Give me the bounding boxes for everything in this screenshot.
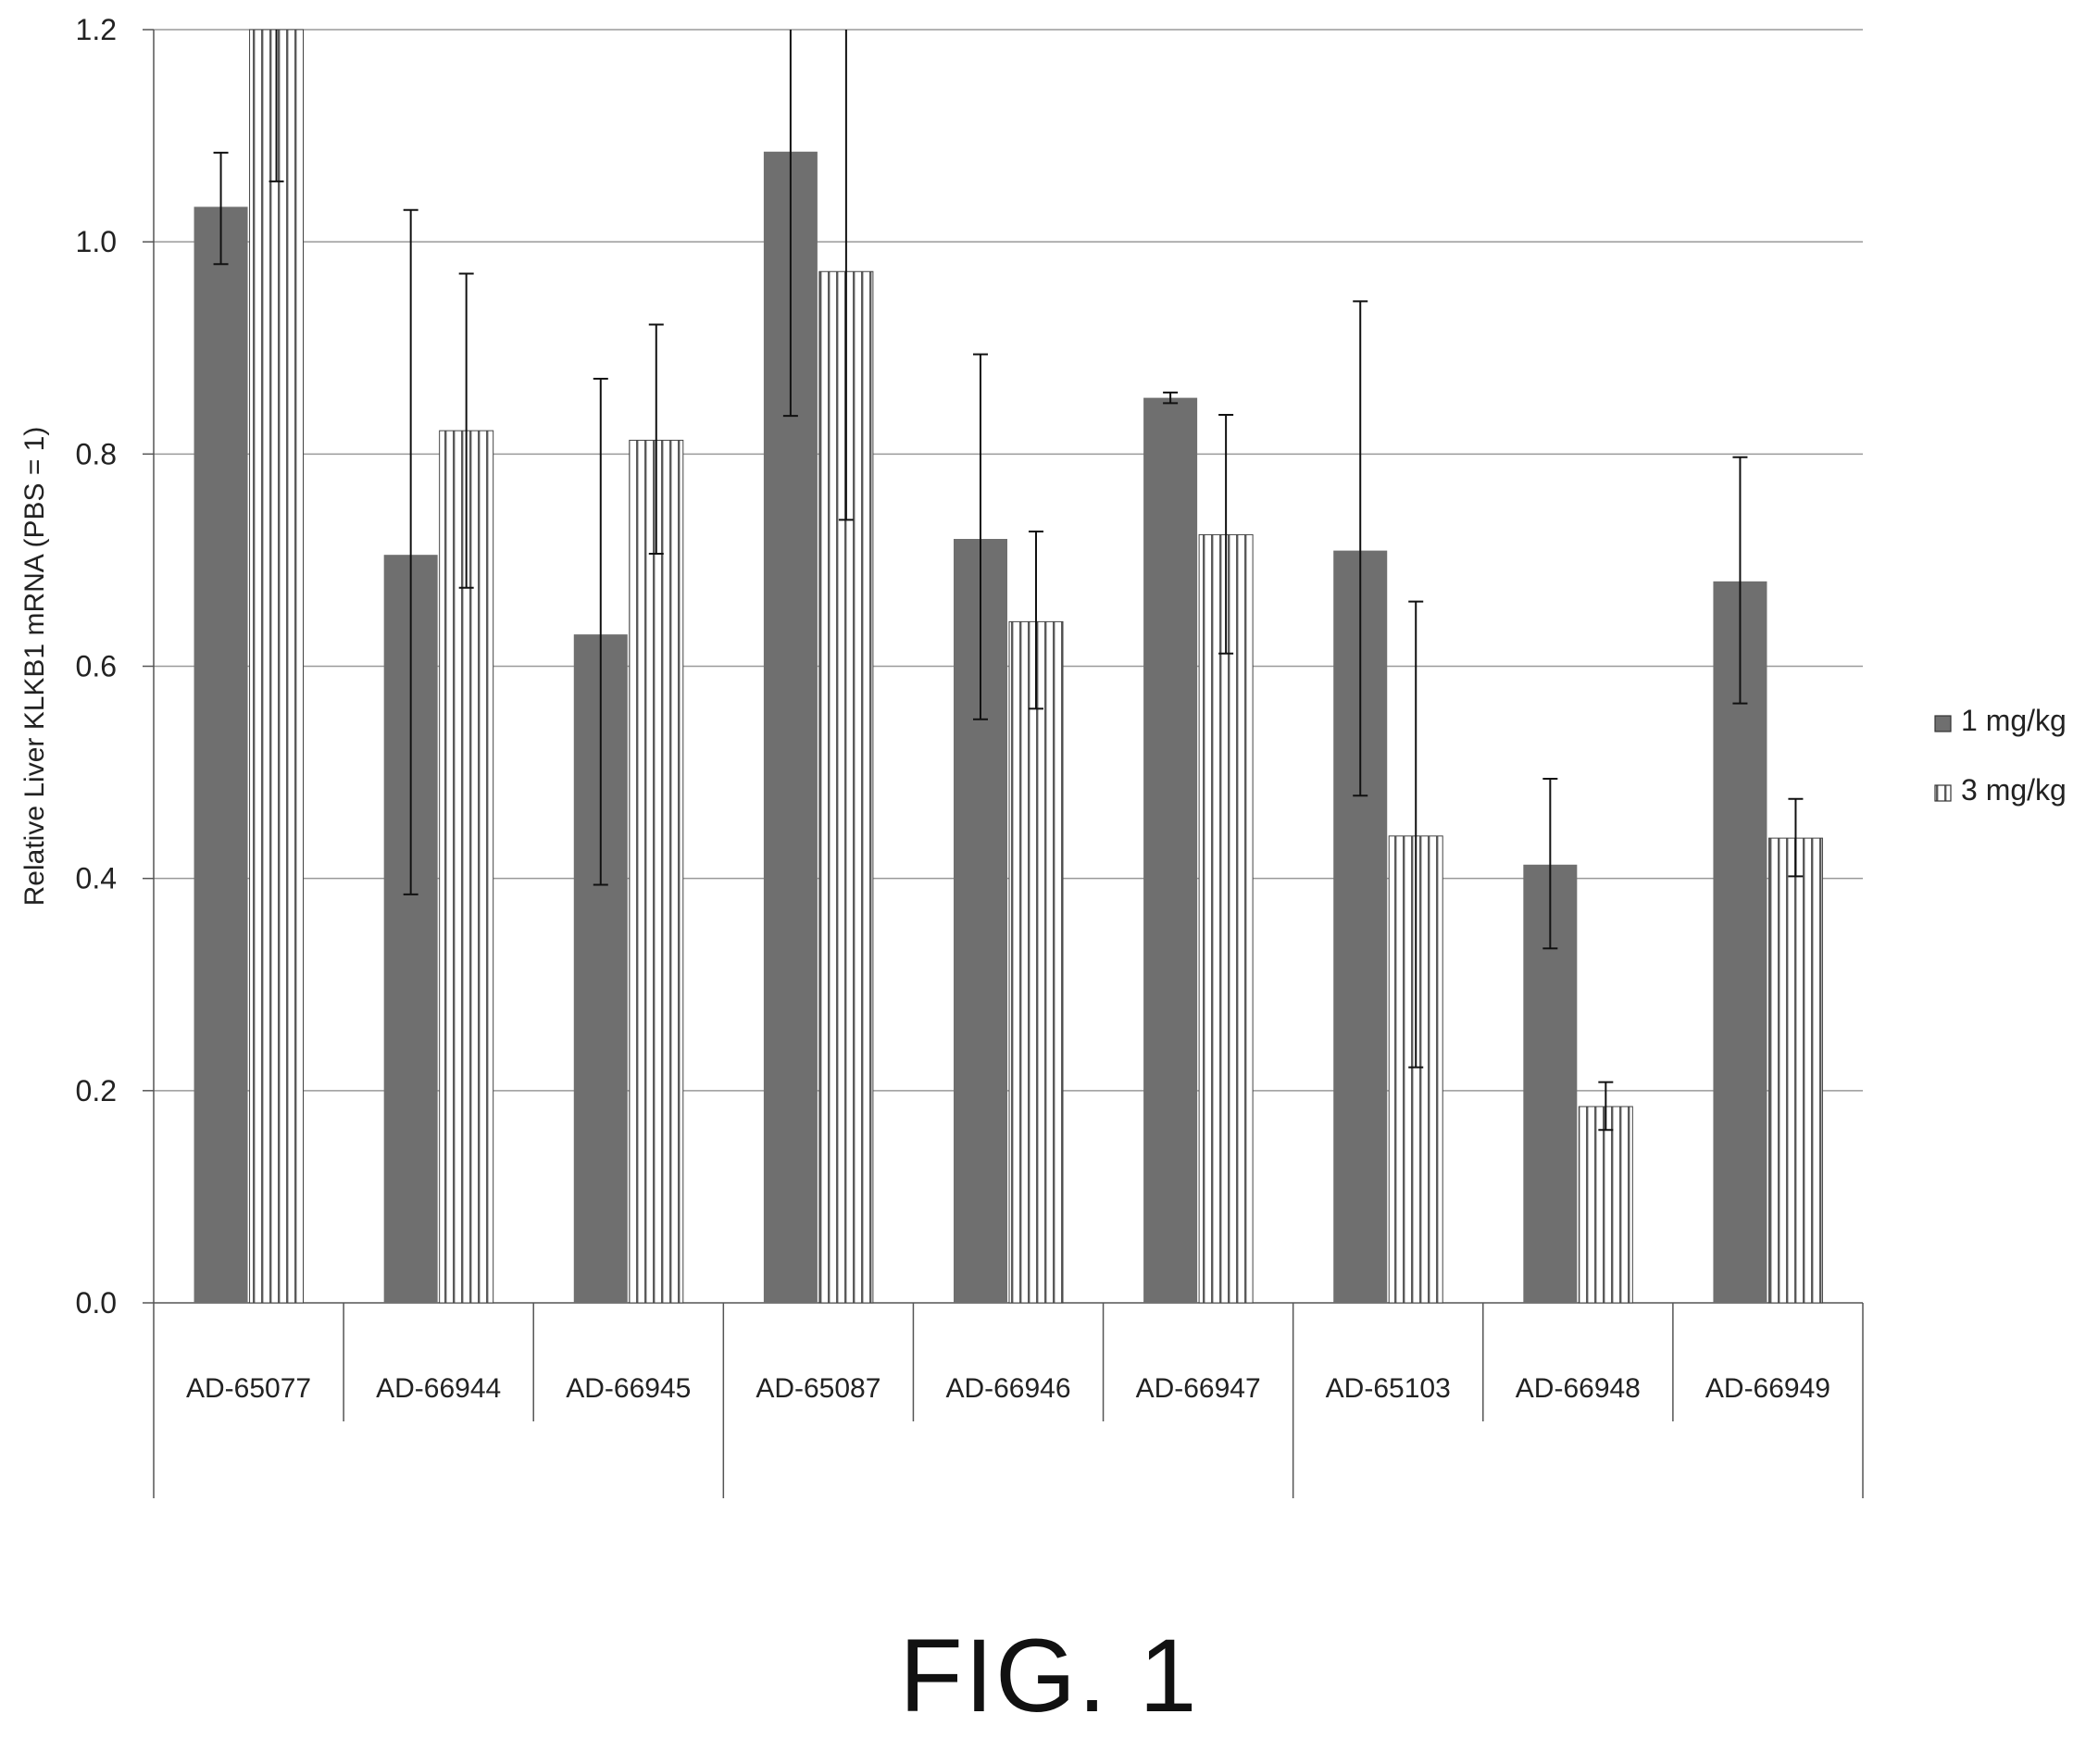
x-tick-label: AD-65103	[1326, 1373, 1451, 1404]
x-tick-label: AD-66949	[1705, 1373, 1830, 1404]
y-tick-label: 1.0	[76, 225, 117, 258]
x-tick-label: AD-65077	[186, 1373, 311, 1404]
bar-series2	[1578, 1106, 1633, 1304]
error-bars	[213, 30, 1804, 1132]
y-tick-label: 0.8	[76, 437, 117, 470]
bar-series1	[1143, 397, 1198, 1304]
bar-series2	[1198, 533, 1254, 1304]
axes	[143, 29, 1864, 1498]
figure-caption: FIG. 1	[899, 1618, 1199, 1733]
bar-series2	[249, 29, 305, 1304]
bar-series2	[629, 439, 684, 1304]
x-tick-label: AD-65087	[756, 1373, 880, 1404]
y-tick-label: 1.2	[76, 13, 117, 46]
x-tick-label: AD-66945	[566, 1373, 691, 1404]
x-tick-label: AD-66947	[1136, 1373, 1261, 1404]
y-tick-label: 0.4	[76, 862, 117, 895]
x-tick-label: AD-66946	[945, 1373, 1070, 1404]
y-tick-label: 0.6	[76, 650, 117, 683]
legend-label: 1 mg/kg	[1961, 704, 2067, 737]
gridlines	[154, 29, 1863, 1092]
bar-series1	[194, 206, 248, 1304]
legend-swatch	[1934, 715, 1952, 732]
bar-series2	[1008, 620, 1064, 1304]
x-tick-label: AD-66944	[376, 1373, 501, 1404]
y-axis-label: Relative Liver KLKB1 mRNA (PBS = 1)	[19, 427, 50, 907]
x-tick-label: AD-66948	[1516, 1373, 1641, 1404]
legend-swatch	[1934, 784, 1952, 802]
legend-label: 3 mg/kg	[1961, 773, 2067, 807]
axis-labels: 0.0 0.2 0.4 0.6 0.8 1.0 1.2 AD-65077 AD-66944 AD-…	[19, 13, 1830, 1404]
bar-series2	[1767, 837, 1823, 1304]
legend: 1 mg/kg 3 mg/kg	[1934, 704, 2067, 807]
y-tick-label: 0.0	[76, 1286, 117, 1320]
y-tick-label: 0.2	[76, 1074, 117, 1107]
